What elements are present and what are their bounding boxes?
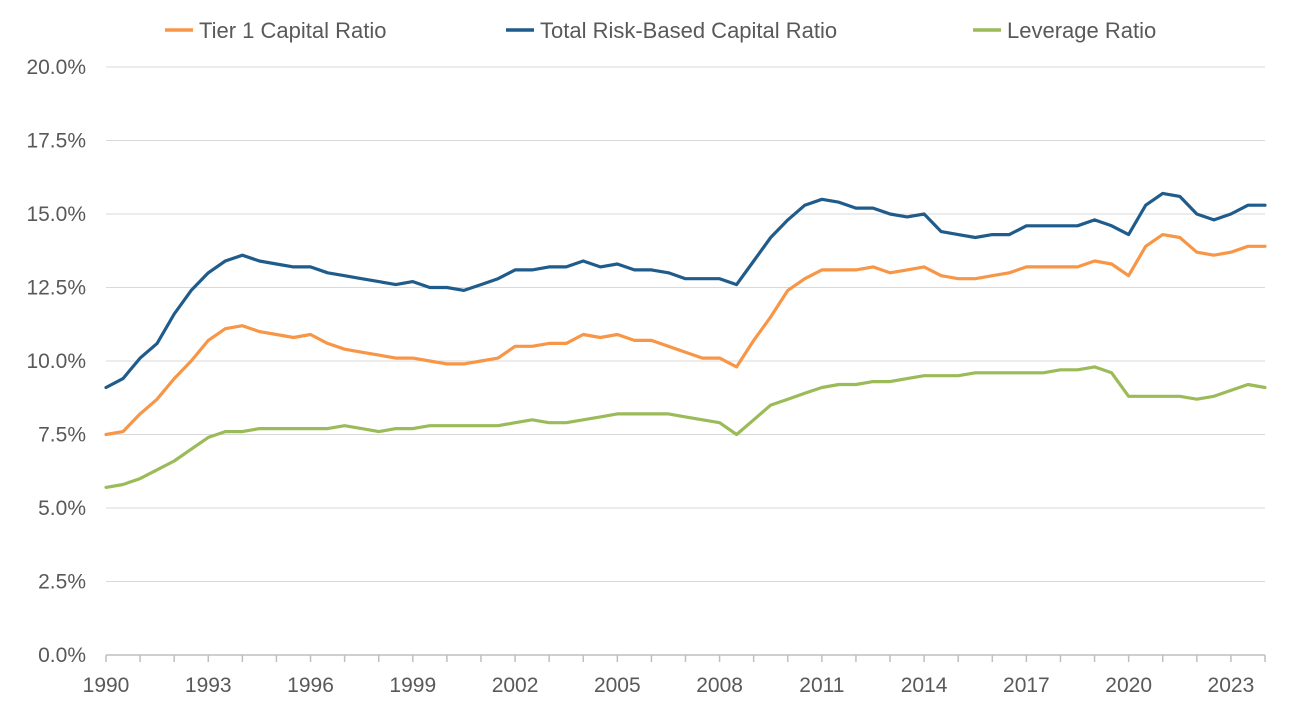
x-tick-label: 2008	[696, 674, 743, 697]
y-tick-label: 5.0%	[38, 497, 86, 520]
y-tick-label: 12.5%	[26, 277, 86, 300]
x-tick-label: 2020	[1105, 674, 1152, 697]
legend-label: Leverage Ratio	[1007, 18, 1156, 43]
legend-label: Tier 1 Capital Ratio	[199, 18, 386, 43]
series-lines	[104, 191, 1267, 489]
y-tick-label: 0.0%	[38, 644, 86, 667]
x-tick-label: 2023	[1208, 674, 1255, 697]
series-line-3	[104, 365, 1267, 489]
y-tick-label: 7.5%	[38, 424, 86, 447]
y-tick-label: 17.5%	[26, 130, 86, 153]
y-tick-label: 10.0%	[26, 350, 86, 373]
x-tick-label: 2011	[799, 674, 844, 697]
y-axis-ticks: 0.0% 2.5% 5.0% 7.5% 10.0% 12.5% 15.0% 17.5% 20.0…	[26, 56, 86, 667]
x-tick-label: 1999	[389, 674, 436, 697]
series-line-2	[104, 191, 1267, 390]
x-tick-label: 1993	[185, 674, 232, 697]
x-tick-label: 2014	[901, 674, 948, 697]
x-tick-label: 2005	[594, 674, 641, 697]
y-tick-label: 20.0%	[26, 56, 86, 79]
legend-label: Total Risk-Based Capital Ratio	[540, 18, 837, 43]
x-tick-label: 2017	[1003, 674, 1050, 697]
x-tick-label: 1990	[83, 674, 130, 697]
x-tick-label: 1996	[287, 674, 334, 697]
series-line-1	[104, 233, 1267, 437]
gridlines	[106, 66, 1265, 582]
y-tick-label: 2.5%	[38, 571, 86, 594]
x-tick-label: 2002	[492, 674, 539, 697]
y-tick-label: 15.0%	[26, 203, 86, 226]
legend: Tier 1 Capital Ratio Total Risk-Based Cap…	[165, 18, 1156, 43]
x-axis: 1990 1993 1996 1999 2002 2005 2008 2011 2014 2017…	[83, 654, 1266, 697]
